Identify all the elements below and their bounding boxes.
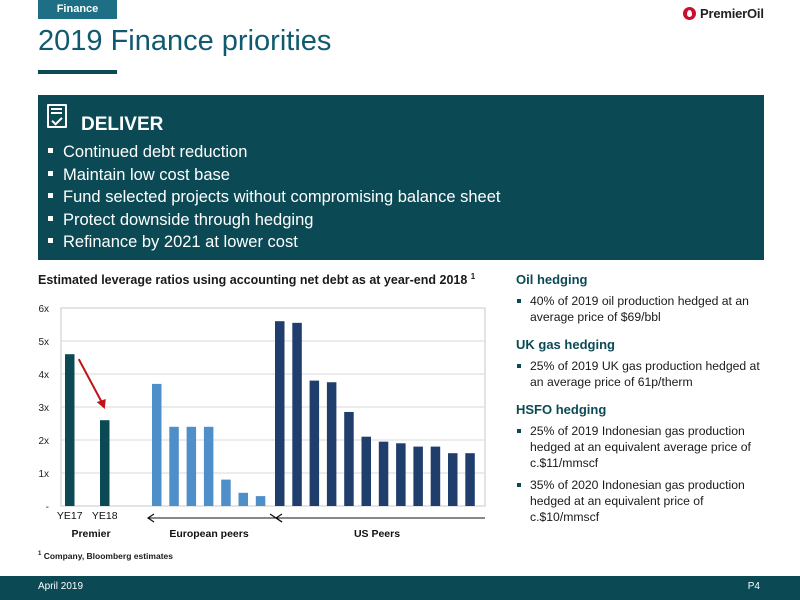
hedge-item: 25% of 2019 UK gas production hedged at … [516,358,766,390]
hedge-title: Oil hedging [516,272,588,287]
y-tick-label: 2x [38,436,49,447]
bar [292,322,302,506]
group-label: European peers [169,528,249,540]
hedge-item: 35% of 2020 Indonesian gas production he… [516,477,766,525]
title-underline [38,70,117,74]
deliver-item: Protect downside through hedging [48,209,500,232]
hedge-title: UK gas hedging [516,337,615,352]
section-tag: Finance [38,0,117,19]
hedging-panel: Oil hedging 40% of 2019 oil production h… [516,272,766,525]
bar [275,321,285,506]
footer-date: April 2019 [38,581,84,592]
deliver-list: Continued debt reduction Maintain low co… [48,141,500,254]
checklist-icon [47,104,67,128]
y-tick-label: - [46,502,49,513]
bar [186,426,197,506]
hedge-section-uk-gas: UK gas hedging 25% of 2019 UK gas produc… [516,337,766,390]
deliver-item: Fund selected projects without compromis… [48,186,500,209]
bar [361,436,371,506]
y-tick-label: 6x [38,304,49,315]
bar [203,426,214,506]
bar [255,496,266,506]
bar [344,411,354,506]
premier-oil-logo-icon [683,6,696,20]
y-tick-label: 4x [38,370,49,381]
bar [378,441,389,506]
hedge-item: 40% of 2019 oil production hedged at an … [516,293,766,325]
brand-logo: PremierOil [683,4,764,22]
deliver-item: Refinance by 2021 at lower cost [48,231,500,254]
group-label: US Peers [354,528,400,540]
footer-bar: April 2019 P4 [0,576,800,600]
bar [65,354,75,506]
us-peers-bracket-head [274,513,283,523]
hedge-section-hsfo: HSFO hedging 25% of 2019 Indonesian gas … [516,402,766,525]
bar [152,383,162,506]
bar [413,446,423,506]
deliver-item: Maintain low cost base [48,164,500,187]
bar [221,479,231,506]
y-tick-label: 1x [38,469,49,480]
chart-title: Estimated leverage ratios using accounti… [38,272,476,288]
x-category-label: YE18 [92,510,118,522]
page-number: P4 [747,581,760,592]
hedge-item: 25% of 2019 Indonesian gas production he… [516,423,766,471]
bar [326,382,337,506]
y-tick-label: 5x [38,337,49,348]
brand-name: PremierOil [700,5,764,21]
bar [448,453,458,506]
leverage-chart: - 1x 2x 3x 4x 5x 6x YE17 YE18 Premier European pee… [38,304,486,540]
deliver-heading: DELIVER [81,114,164,135]
hedge-title: HSFO hedging [516,402,607,417]
footnote: 1 Company, Bloomberg estimates [38,551,173,561]
bar [309,380,320,506]
x-category-label: YE17 [57,510,83,522]
bar [238,492,248,506]
european-peers-bracket-head-left [146,513,155,523]
page-title: 2019 Finance priorities [38,25,332,57]
bar [169,426,179,506]
arrow-head [96,399,106,409]
deliver-item: Continued debt reduction [48,141,500,164]
arrow-annotation [77,358,104,405]
bar [430,446,441,506]
y-tick-label: 3x [38,403,49,414]
deliver-panel: DELIVER Continued debt reduction Maintai… [38,95,764,260]
group-label: Premier [71,528,110,540]
bar [465,453,475,506]
bar [100,420,110,506]
bar [396,443,406,506]
hedge-section-oil: Oil hedging 40% of 2019 oil production h… [516,272,766,325]
